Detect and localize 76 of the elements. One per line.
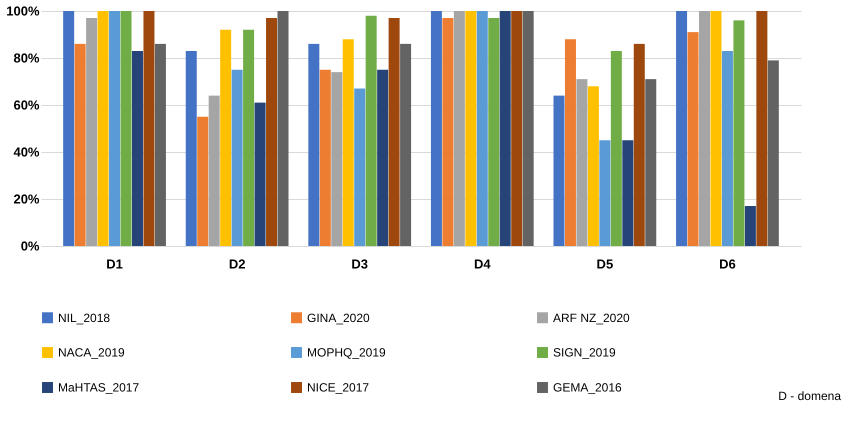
bar [722,50,733,246]
legend-label: ARF NZ_2020 [553,310,630,325]
bar [208,96,220,246]
bar [278,11,289,246]
bar [768,60,779,246]
x-tick-label: D4 [474,256,492,272]
text: D - domena [778,389,842,403]
bar [232,70,243,246]
bar [109,11,120,246]
bar [476,11,488,246]
legend-label: GEMA_2016 [553,380,622,394]
bar [622,140,634,246]
bar [744,206,756,246]
bar [676,11,688,246]
bar [522,11,534,246]
x-tick-label: D1 [106,256,123,272]
bar [254,102,266,246]
x-tick-label: D2 [228,256,246,272]
bar [86,18,98,246]
bar [756,11,768,246]
bar [342,39,354,246]
x-tick-label: D5 [596,256,614,272]
y-tick-label: 40% [13,144,40,160]
bar [354,88,366,246]
bar [143,11,154,246]
bar [599,140,610,246]
bar [454,11,465,246]
bar [220,30,232,246]
x-tick-label: D3 [351,256,368,272]
bar [500,11,511,246]
bar [308,44,320,246]
bar [186,50,197,246]
bar [564,39,576,246]
bar [400,44,412,246]
y-tick-label: 0% [20,238,40,254]
bar [366,16,377,246]
y-tick-label: 80% [13,50,40,66]
bar [576,79,588,246]
bar [610,50,622,246]
bar [733,20,744,246]
bar [132,50,143,246]
bar [699,11,710,246]
bar [197,116,208,246]
bar [645,79,656,246]
legend-label: MOPHQ_2019 [307,346,386,360]
bar [377,70,388,246]
legend-label: NICE_2017 [307,380,370,394]
legend-label: MaHTAS_2017 [58,380,140,394]
legend-label: NIL_2018 [58,310,110,325]
bar [120,11,132,246]
bar [511,11,522,246]
bar [442,18,454,246]
bar [688,32,699,246]
bar [488,18,500,246]
bar [98,11,109,246]
bar [388,18,400,246]
y-tick-label: 60% [13,98,40,112]
y-tick-label: 100% [6,4,40,18]
bar [63,11,74,246]
x-tick-label: D6 [719,256,736,272]
bar [331,72,342,246]
bar [634,44,645,246]
bar [320,70,331,246]
bar [266,18,278,246]
legend-label: NACA_2019 [58,346,126,360]
bar [430,11,442,246]
bar [465,11,476,246]
bar [553,96,564,246]
bar [74,44,86,246]
bar [710,11,722,246]
legend-label: GINA_2020 [307,310,370,325]
bar [588,86,599,246]
y-tick-label: 20% [13,192,40,206]
legend-label: SIGN_2019 [553,346,616,360]
bar [243,30,254,246]
bar [154,44,166,246]
